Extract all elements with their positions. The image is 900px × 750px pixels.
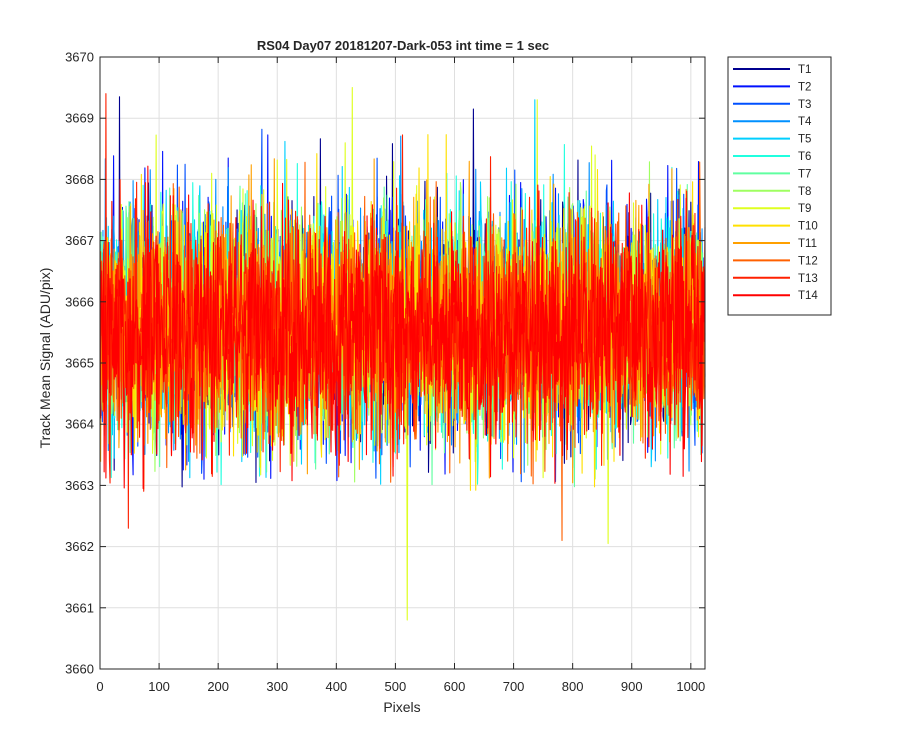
y-tick-label: 3670 xyxy=(65,50,94,65)
legend-label-t11: T11 xyxy=(798,238,817,250)
x-tick-label: 100 xyxy=(148,679,170,694)
x-tick-label: 400 xyxy=(325,679,347,694)
legend-box xyxy=(727,56,832,316)
y-tick-label: 3661 xyxy=(65,600,94,615)
legend-label-t9: T9 xyxy=(798,203,811,215)
y-tick-label: 3665 xyxy=(65,356,94,371)
x-tick-label: 900 xyxy=(621,679,643,694)
y-tick-label: 3663 xyxy=(65,478,94,493)
series-lines xyxy=(100,87,706,621)
y-tick-label: 3668 xyxy=(65,172,94,187)
legend-label-t7: T7 xyxy=(798,168,811,180)
x-tick-label: 700 xyxy=(503,679,525,694)
legend-label-t10: T10 xyxy=(798,221,818,233)
legend-label-t12: T12 xyxy=(798,255,818,267)
legend-label-t6: T6 xyxy=(798,151,811,163)
x-tick-label: 300 xyxy=(266,679,288,694)
legend-label-t8: T8 xyxy=(798,186,811,198)
legend-label-t3: T3 xyxy=(798,99,811,111)
x-tick-label: 800 xyxy=(562,679,584,694)
series-line-t14 xyxy=(100,165,706,490)
y-axis-title: Track Mean Signal (ADU/pix) xyxy=(37,268,53,449)
x-axis-title: Pixels xyxy=(383,699,420,715)
x-tick-label: 200 xyxy=(207,679,229,694)
y-tick-label: 3667 xyxy=(65,233,94,248)
legend-label-t13: T13 xyxy=(798,273,818,285)
y-tick-label: 3660 xyxy=(65,662,94,677)
y-tick-label: 3666 xyxy=(65,294,94,309)
legend-label-t1: T1 xyxy=(798,64,811,76)
legend-label-t5: T5 xyxy=(798,134,811,146)
legend-label-t4: T4 xyxy=(798,116,812,128)
x-tick-label: 1000 xyxy=(676,679,705,694)
y-tick-label: 3664 xyxy=(65,417,94,432)
legend: T1 T2 T3 T4 T5 T6 T7 T8 T9 T10 T11 T12 T13 T14 xyxy=(727,56,832,316)
y-tick-label: 3669 xyxy=(65,111,94,126)
legend-label-t14: T14 xyxy=(798,290,818,302)
legend-label-t2: T2 xyxy=(798,81,811,93)
axis-ticks: 0 100 200 300 400 500 600 700 800 900 1000 3660 3661… xyxy=(65,50,705,695)
chart-title: RS04 Day07 20181207-Dark-053 int time = … xyxy=(257,38,549,53)
x-tick-label: 500 xyxy=(385,679,407,694)
x-tick-label: 0 xyxy=(96,679,103,694)
x-tick-label: 600 xyxy=(444,679,466,694)
y-tick-label: 3662 xyxy=(65,539,94,554)
